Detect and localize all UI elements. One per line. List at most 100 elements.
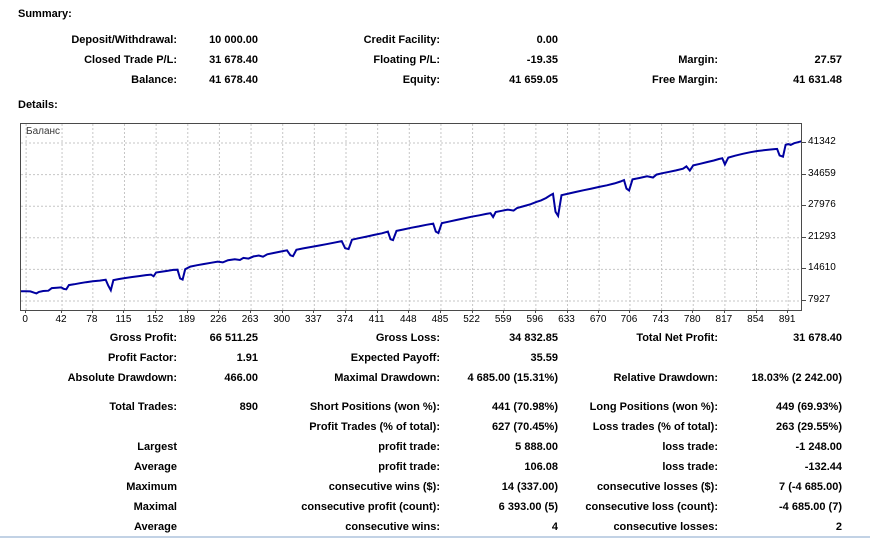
x-tick-label: 226 [210, 314, 227, 325]
axis-tick [723, 310, 725, 313]
average-label: Average [133, 461, 177, 473]
axis-tick [566, 310, 568, 313]
gross-loss-label: Gross Loss: [375, 332, 440, 344]
gross-profit-label: Gross Profit: [109, 332, 177, 344]
short-positions-label: Short Positions (won %): [309, 401, 440, 413]
empty-cell [558, 348, 718, 368]
profit-trades-value: 627 (70.45%) [491, 421, 558, 433]
equity-label: Equity: [402, 74, 440, 86]
x-tick-label: 411 [368, 314, 385, 325]
axis-tick [802, 236, 806, 238]
consecutive-profit-count-label: consecutive profit (count): [301, 501, 440, 513]
margin-value: 27.57 [814, 54, 842, 66]
x-tick-label: 522 [463, 314, 480, 325]
absolute-drawdown-label: Absolute Drawdown: [67, 372, 177, 384]
x-tick-label: 559 [494, 314, 512, 325]
axis-tick [439, 310, 441, 313]
x-tick-label: 743 [652, 314, 669, 325]
empty-cell [177, 437, 258, 457]
relative-drawdown-value: 18.03% (2 242.00) [751, 372, 842, 384]
axis-tick [123, 310, 125, 313]
free-margin-value: 41 631.48 [793, 74, 842, 86]
trades-row: Average consecutive wins: 4 consecutive … [0, 517, 842, 537]
balance-line [21, 140, 801, 295]
balance-curve [21, 124, 801, 310]
largest-label: Largest [137, 441, 177, 453]
consecutive-loss-count-label: consecutive loss (count): [585, 501, 718, 513]
x-tick-label: 854 [747, 314, 764, 325]
empty-cell [558, 30, 718, 50]
axis-tick [534, 310, 536, 313]
x-tick-label: 485 [431, 314, 449, 325]
total-net-profit-value: 31 678.40 [793, 332, 842, 344]
total-net-profit-label: Total Net Profit: [636, 332, 718, 344]
largest-loss-trade-label: loss trade: [662, 441, 718, 453]
axis-tick [155, 310, 157, 313]
expected-payoff-value: 35.59 [530, 352, 558, 364]
trades-row: Maximum consecutive wins ($): 14 (337.00… [0, 477, 842, 497]
closed-trade-pl-label: Closed Trade P/L: [84, 54, 177, 66]
avg-consecutive-wins-label: consecutive wins: [345, 521, 440, 533]
y-tick-label: 41342 [808, 135, 836, 147]
x-tick-label: 374 [336, 314, 354, 325]
y-tick-label: 27976 [808, 199, 836, 211]
summary-heading: Summary: [18, 8, 72, 20]
axis-tick [692, 310, 694, 313]
consecutive-loss-count-value: -4 685.00 (7) [779, 501, 842, 513]
axis-tick [25, 310, 27, 313]
consecutive-wins-money-value: 14 (337.00) [501, 481, 558, 493]
avg-consecutive-losses-label: consecutive losses: [613, 521, 718, 533]
largest-loss-trade-value: -1 248.00 [795, 441, 842, 453]
x-tick-label: 115 [115, 314, 132, 325]
axis-tick [802, 268, 806, 270]
summary-row: Closed Trade P/L: 31 678.40 Floating P/L… [0, 50, 842, 70]
axis-tick [503, 310, 505, 313]
stats-section: Gross Profit: 66 511.25 Gross Loss: 34 8… [0, 328, 842, 388]
axis-tick [802, 173, 806, 175]
axis-tick [91, 310, 93, 313]
axis-tick [628, 310, 630, 313]
x-tick-label: 42 [55, 314, 67, 325]
axis-tick [598, 310, 600, 313]
y-tick-label: 21293 [808, 230, 836, 242]
floating-pl-value: -19.35 [526, 54, 558, 66]
avg-consecutive-losses-value: 2 [835, 521, 842, 533]
summary-row: Balance: 41 678.40 Equity: 41 659.05 Fre… [0, 70, 842, 90]
y-tick-label: 14610 [808, 262, 836, 274]
avg-consecutive-wins-value: 4 [551, 521, 558, 533]
profit-trades-label: Profit Trades (% of total): [309, 421, 440, 433]
x-tick-label: 189 [178, 314, 196, 325]
panel-bottom-border [0, 536, 870, 538]
consecutive-wins-money-label: consecutive wins ($): [328, 481, 440, 493]
consecutive-profit-count-value: 6 393.00 (5) [498, 501, 558, 513]
x-tick-label: 817 [715, 314, 733, 325]
empty-cell [718, 30, 842, 50]
trades-section: Total Trades: 890 Short Positions (won %… [0, 397, 842, 537]
axis-tick [802, 141, 806, 143]
axis-tick [186, 310, 188, 313]
x-tick-label: 670 [589, 314, 607, 325]
consecutive-losses-money-value: 7 (-4 685.00) [779, 481, 842, 493]
maximum-label: Maximum [126, 481, 177, 493]
maximal-label: Maximal [133, 501, 177, 513]
relative-drawdown-label: Relative Drawdown: [613, 372, 718, 384]
axis-tick [250, 310, 252, 313]
gross-profit-value: 66 511.25 [209, 332, 258, 344]
balance-label: Balance: [131, 74, 177, 86]
profit-factor-label: Profit Factor: [107, 352, 177, 364]
x-tick-label: 263 [241, 314, 259, 325]
axis-tick [787, 310, 789, 313]
x-tick-label: 633 [558, 314, 575, 325]
x-tick-label: 78 [86, 314, 98, 325]
loss-trades-value: 263 (29.55%) [775, 421, 842, 433]
axis-tick [281, 310, 283, 313]
x-tick-label: 0 [22, 314, 28, 325]
maximal-drawdown-value: 4 685.00 (15.31%) [467, 372, 558, 384]
empty-cell [177, 417, 258, 437]
absolute-drawdown-value: 466.00 [224, 372, 258, 384]
stats-row: Gross Profit: 66 511.25 Gross Loss: 34 8… [0, 328, 842, 348]
axis-tick [61, 310, 63, 313]
trades-row: Largest profit trade: 5 888.00 loss trad… [0, 437, 842, 457]
deposit-withdrawal-value: 10 000.00 [209, 34, 258, 46]
empty-cell [0, 417, 177, 437]
